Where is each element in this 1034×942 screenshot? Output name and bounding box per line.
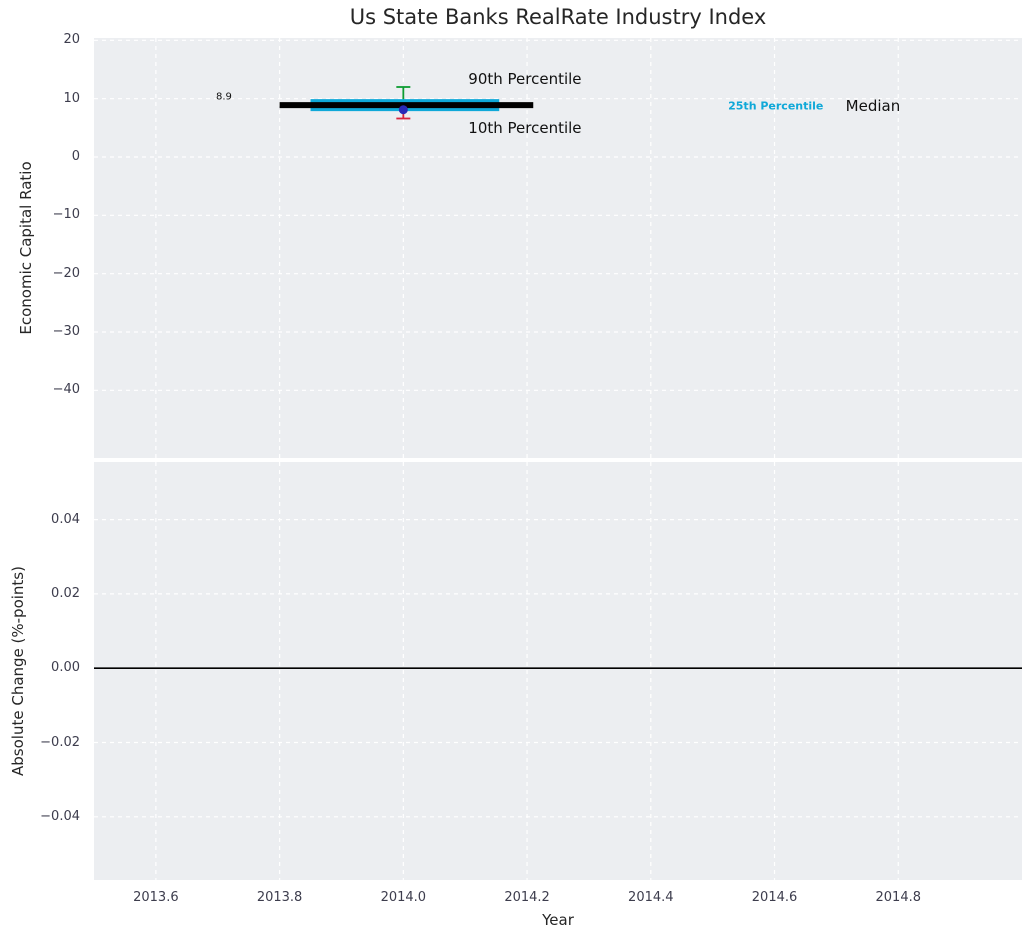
y-tick-label: 0 (71, 149, 80, 164)
axes-top (94, 38, 1022, 458)
annotation-25th-percentile: 25th Percentile (728, 99, 824, 113)
x-tick-label: 2014.4 (628, 890, 674, 905)
xlabel-year: Year (542, 911, 574, 929)
chart-title: Us State Banks RealRate Industry Index (349, 5, 767, 29)
annotation-90th-percentile: 90th Percentile (468, 69, 582, 88)
y-tick-label: 10 (63, 90, 80, 106)
y-tick-label: 20 (63, 32, 80, 48)
annotation-median: Median (845, 96, 901, 115)
y-tick-label: −40 (52, 382, 80, 398)
annotation-10th-percentile: 10th Percentile (468, 118, 582, 137)
y-tick-label: −30 (52, 324, 80, 339)
x-tick-label: 2013.8 (256, 890, 303, 905)
x-tick-label: 2014.6 (751, 890, 798, 905)
y-tick-label: −10 (52, 207, 80, 223)
y-tick-label: −20 (52, 265, 80, 281)
y-tick-label: 0.04 (51, 511, 80, 527)
x-tick-label: 2014.8 (875, 890, 922, 905)
y-tick-label: 0.00 (51, 660, 80, 676)
axes-bottom (94, 462, 1022, 880)
y-tick-label: 0.02 (51, 585, 80, 601)
annotation-8-9: 8.9 (215, 91, 232, 103)
ylabel-economic-capital-ratio: Economic Capital Ratio (17, 161, 35, 335)
y-tick-label: −0.02 (40, 734, 80, 750)
company-point (398, 105, 408, 115)
x-tick-label: 2014.0 (380, 890, 427, 905)
x-tick-label: 2013.6 (133, 890, 179, 905)
x-tick-label: 2014.2 (504, 890, 550, 905)
y-tick-label: −0.04 (40, 808, 80, 824)
